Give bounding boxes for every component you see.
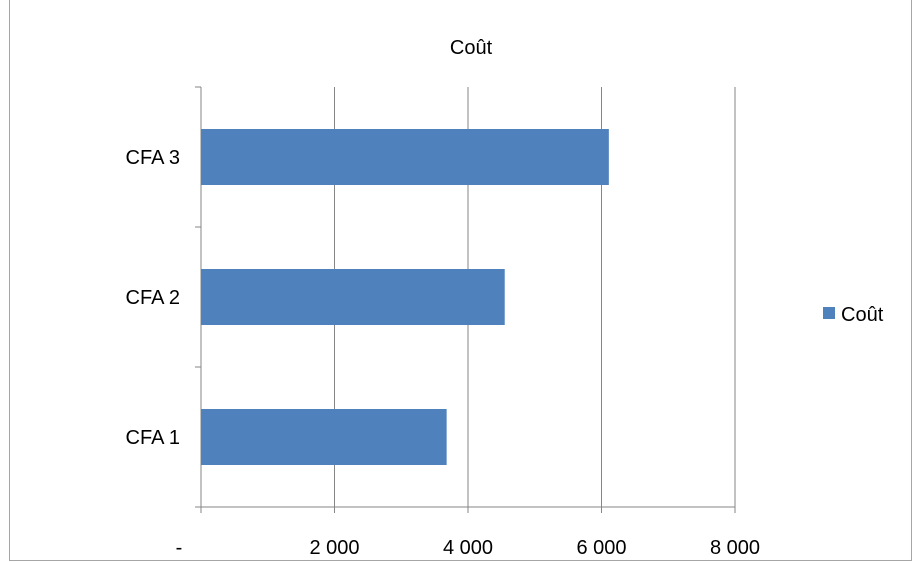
bars bbox=[201, 129, 609, 465]
legend-label: Coût bbox=[841, 304, 884, 326]
x-tick-label: 4 000 bbox=[443, 537, 493, 559]
chart-title: Coût bbox=[450, 37, 493, 59]
bar-cfa-3 bbox=[201, 129, 609, 185]
x-tick-label: - bbox=[176, 537, 183, 559]
category-labels: CFA 1 CFA 2 CFA 3 bbox=[126, 147, 180, 449]
bar-cfa-2 bbox=[201, 269, 505, 325]
x-tick-label: 2 000 bbox=[309, 537, 359, 559]
category-label: CFA 2 bbox=[126, 287, 180, 309]
x-tick-label: 6 000 bbox=[576, 537, 626, 559]
bar-cfa-1 bbox=[201, 409, 447, 465]
category-label: CFA 1 bbox=[126, 427, 180, 449]
legend-swatch bbox=[823, 307, 835, 319]
tick-labels: - 2 000 4 000 6 000 8 000 bbox=[176, 537, 760, 559]
category-label: CFA 3 bbox=[126, 147, 180, 169]
x-tick-label: 8 000 bbox=[710, 537, 760, 559]
legend: Coût bbox=[823, 304, 884, 326]
